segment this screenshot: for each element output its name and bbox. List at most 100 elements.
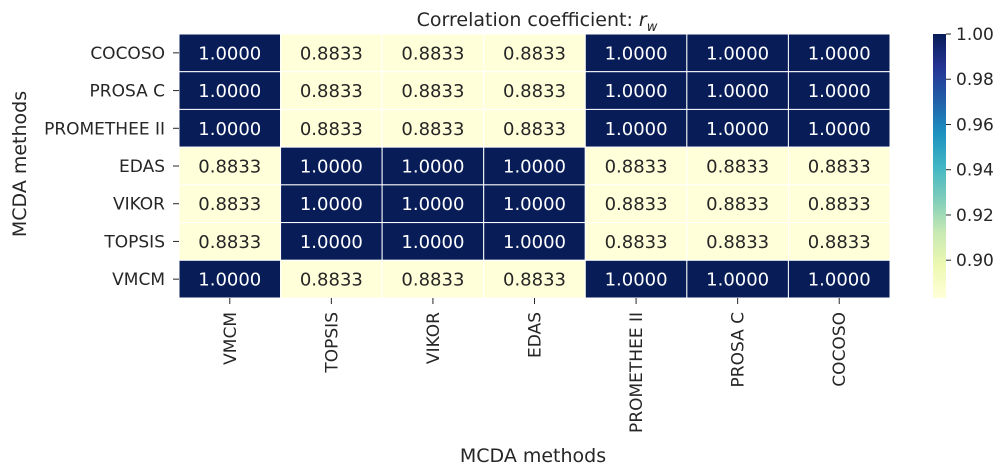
- cell-value-label: 0.8833: [198, 194, 261, 215]
- cell-value-label: 1.0000: [198, 119, 261, 140]
- colorbar-tick-label: 0.96: [956, 115, 994, 135]
- chart-title-text: Correlation coefficient:: [417, 9, 639, 31]
- heatmap-cell: [280, 184, 383, 224]
- heatmap-cell: [178, 222, 282, 261]
- cell-value-label: 0.8833: [605, 232, 668, 253]
- y-tick-label: PROMETHEE II: [44, 119, 165, 139]
- heatmap-cell: [178, 184, 282, 224]
- colorbar-tick-label: 0.90: [956, 251, 994, 271]
- cell-value-label: 0.8833: [808, 232, 871, 253]
- heatmap-cells: 1.0000 0.8833 0.8833 0.8833 1.0000 1.0000 1.00…: [178, 33, 891, 299]
- cell-value-label: 0.8833: [808, 157, 871, 178]
- x-tick-label: TOPSIS: [322, 312, 342, 374]
- cell-value-label: 0.8833: [706, 194, 769, 215]
- x-axis-label: MCDA methods: [460, 445, 606, 467]
- colorbar-tick-label: 1.00: [956, 25, 994, 45]
- cell-value-label: 1.0000: [503, 194, 566, 215]
- cell-value-label: 0.8833: [503, 81, 566, 102]
- cell-value-label: 0.8833: [706, 157, 769, 178]
- heatmap-cell: [381, 71, 485, 110]
- cell-value-label: 1.0000: [401, 157, 464, 178]
- heatmap-cell: [584, 259, 688, 299]
- heatmap-cell: [787, 71, 891, 110]
- heatmap-cell: [686, 108, 789, 148]
- cell-value-label: 0.8833: [401, 43, 464, 64]
- heatmap-cell: [483, 108, 586, 148]
- heatmap-cell: [280, 146, 383, 186]
- x-tick-label: VMCM: [221, 312, 241, 365]
- cell-value-label: 0.8833: [503, 270, 566, 291]
- y-tick-label: EDAS: [119, 157, 165, 177]
- x-tick-label: PROMETHEE II: [627, 312, 647, 433]
- x-tick-label: EDAS: [526, 312, 546, 358]
- cell-value-label: 1.0000: [706, 119, 769, 140]
- cell-value-label: 1.0000: [503, 157, 566, 178]
- cell-value-label: 1.0000: [198, 270, 261, 291]
- colorbar-tick-label: 0.92: [956, 206, 994, 226]
- cell-value-label: 1.0000: [808, 43, 871, 64]
- cell-value-label: 1.0000: [605, 119, 668, 140]
- y-tick-label: TOPSIS: [103, 232, 165, 252]
- cell-value-label: 1.0000: [198, 43, 261, 64]
- cell-value-label: 1.0000: [300, 157, 363, 178]
- cell-value-label: 1.0000: [808, 81, 871, 102]
- cell-value-label: 1.0000: [808, 270, 871, 291]
- chart-title-subscript: w: [647, 20, 658, 35]
- heatmap-cell: [381, 222, 485, 261]
- colorbar-gradient: [933, 34, 946, 298]
- x-tick-label: COCOSO: [830, 312, 850, 387]
- cell-value-label: 0.8833: [401, 270, 464, 291]
- heatmap-cell: [686, 146, 789, 186]
- cell-value-label: 0.8833: [401, 81, 464, 102]
- cell-value-label: 1.0000: [706, 81, 769, 102]
- cell-value-label: 1.0000: [605, 270, 668, 291]
- heatmap-cell: [584, 184, 688, 224]
- cell-value-label: 1.0000: [706, 43, 769, 64]
- cell-value-label: 0.8833: [300, 81, 363, 102]
- cell-value-label: 1.0000: [706, 270, 769, 291]
- x-tick-labels: VMCM TOPSIS VIKOR EDAS PROMETHEE II PROSA C CO…: [221, 298, 850, 433]
- heatmap-cell: [483, 184, 586, 224]
- heatmap-cell: [686, 184, 789, 224]
- cell-value-label: 1.0000: [808, 119, 871, 140]
- heatmap-cell: [381, 146, 485, 186]
- heatmap-cell: [381, 108, 485, 148]
- heatmap-cell: [787, 259, 891, 299]
- cell-value-label: 1.0000: [401, 232, 464, 253]
- colorbar-tick-label: 0.94: [956, 161, 994, 181]
- cell-value-label: 0.8833: [198, 157, 261, 178]
- chart-title: Correlation coefficient: rw: [417, 9, 658, 35]
- cell-value-label: 0.8833: [605, 157, 668, 178]
- y-tick-label: COCOSO: [90, 44, 165, 64]
- cell-value-label: 0.8833: [808, 194, 871, 215]
- colorbar-tick-label: 0.98: [956, 70, 994, 90]
- cell-value-label: 1.0000: [300, 232, 363, 253]
- y-tick-labels: COCOSO PROSA C PROMETHEE II EDAS VIKOR TOPSIS…: [44, 44, 179, 290]
- cell-value-label: 0.8833: [300, 270, 363, 291]
- heatmap-cell: [178, 71, 282, 110]
- cell-value-label: 0.8833: [605, 194, 668, 215]
- x-tick-label: VIKOR: [424, 312, 444, 364]
- heatmap-cell: [584, 222, 688, 261]
- y-tick-label: VIKOR: [113, 195, 165, 215]
- cell-value-label: 0.8833: [300, 119, 363, 140]
- heatmap-cell: [787, 108, 891, 148]
- cell-value-label: 0.8833: [503, 119, 566, 140]
- cell-value-label: 1.0000: [401, 194, 464, 215]
- cell-value-label: 0.8833: [503, 43, 566, 64]
- x-tick-label: PROSA C: [729, 312, 749, 387]
- cell-value-label: 1.0000: [605, 43, 668, 64]
- chart-title-symbol: r: [639, 9, 648, 31]
- heatmap-cell: [787, 184, 891, 224]
- heatmap-cell: [787, 146, 891, 186]
- cell-value-label: 1.0000: [300, 194, 363, 215]
- heatmap-cell: [584, 146, 688, 186]
- cell-value-label: 0.8833: [401, 119, 464, 140]
- heatmap-cell: [483, 71, 586, 110]
- y-axis-label: MCDA methods: [9, 91, 31, 237]
- cell-value-label: 0.8833: [300, 43, 363, 64]
- y-tick-label: VMCM: [112, 270, 165, 290]
- heatmap-cell: [686, 71, 789, 110]
- cell-value-label: 0.8833: [198, 232, 261, 253]
